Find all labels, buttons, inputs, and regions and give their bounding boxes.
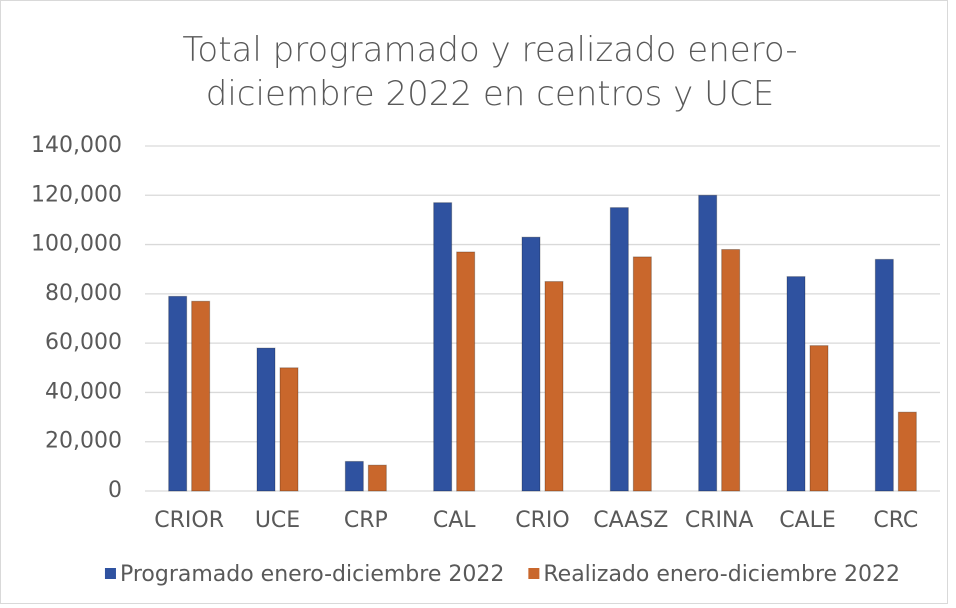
bar xyxy=(344,460,364,492)
bar xyxy=(632,256,652,492)
bar xyxy=(698,194,718,492)
bar xyxy=(521,236,541,492)
bar xyxy=(256,347,276,492)
bar xyxy=(191,300,211,492)
bar xyxy=(456,251,476,492)
legend-swatch xyxy=(528,568,540,579)
bar xyxy=(433,202,453,492)
legend-swatch xyxy=(104,568,116,579)
x-tick-label: CRIO xyxy=(515,508,569,533)
y-tick-label: 20,000 xyxy=(45,429,122,454)
bar xyxy=(721,249,741,492)
y-tick-label: 40,000 xyxy=(45,379,122,404)
y-tick-label: 0 xyxy=(108,478,122,503)
legend-label: Programado enero-diciembre 2022 xyxy=(120,562,504,587)
legend-label: Realizado enero-diciembre 2022 xyxy=(543,562,900,587)
x-tick-label: UCE xyxy=(255,508,300,533)
bar xyxy=(544,281,564,492)
x-tick-label: CAASZ xyxy=(593,508,668,533)
x-tick-label: CRIOR xyxy=(154,508,224,533)
y-tick-label: 100,000 xyxy=(31,232,122,257)
x-tick-label: CRP xyxy=(344,508,388,533)
bar xyxy=(279,367,299,492)
chart-title: Total programado y realizado enero-dicie… xyxy=(182,30,798,114)
bar xyxy=(897,411,917,492)
y-tick-label: 120,000 xyxy=(31,182,122,207)
x-tick-label: CALE xyxy=(779,508,836,533)
bar xyxy=(809,345,829,492)
bar xyxy=(874,258,894,492)
y-tick-label: 80,000 xyxy=(45,281,122,306)
y-tick-label: 140,000 xyxy=(31,133,122,158)
x-tick-label: CRC xyxy=(873,508,918,533)
x-tick-label: CAL xyxy=(433,508,476,533)
y-tick-label: 60,000 xyxy=(45,330,122,355)
x-tick-label: CRINA xyxy=(685,508,754,533)
bar xyxy=(786,276,806,492)
bar xyxy=(609,207,629,492)
bar xyxy=(168,295,188,492)
bar xyxy=(367,464,387,492)
